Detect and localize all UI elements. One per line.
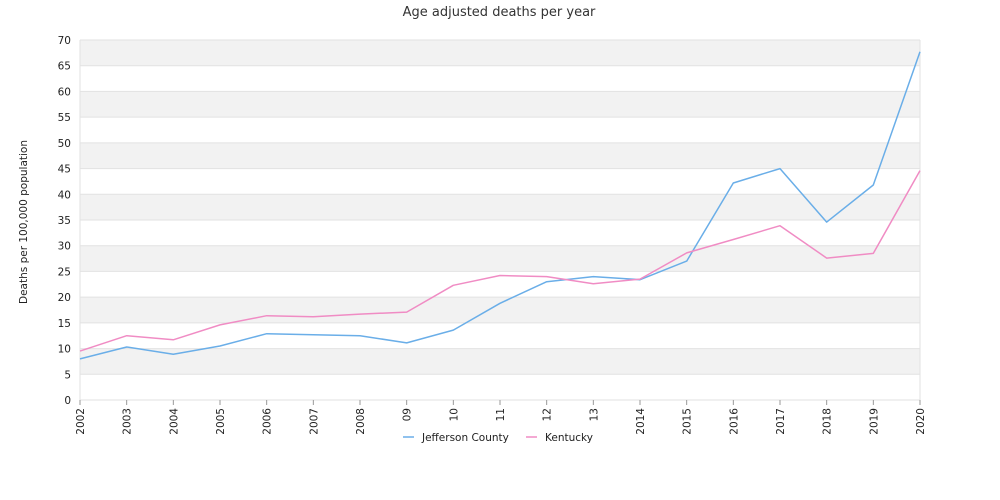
series-line-jefferson-county: [79, 51, 921, 360]
x-tick-label: 2008: [355, 408, 367, 435]
y-tick-label: 60: [58, 86, 71, 98]
x-tick-label: 2019: [868, 408, 880, 435]
y-tick-label: 40: [58, 189, 71, 201]
y-tick-label: 0: [64, 395, 71, 407]
x-tick-label: 2016: [728, 408, 740, 435]
x-tick-label: 09: [402, 408, 414, 421]
y-tick-label: 10: [58, 344, 71, 356]
series-line-kentucky: [79, 170, 921, 352]
grid-band: [80, 168, 920, 195]
grid-band: [80, 142, 920, 169]
grid-band: [80, 374, 920, 400]
x-tick-label: 2020: [915, 408, 927, 435]
x-tick-label: 2014: [635, 408, 647, 435]
y-axis-ticks: 0 5 10 15 20 25 30 35 40 45 50 55 60 65 70: [58, 35, 71, 407]
grid-band: [80, 40, 920, 66]
y-tick-label: 20: [58, 292, 71, 304]
y-tick-label: 25: [58, 266, 71, 278]
x-tick-label: 2007: [308, 408, 320, 435]
x-tick-label: 10: [448, 408, 460, 421]
x-tick-label: 11: [495, 408, 507, 421]
grid-band: [80, 117, 920, 143]
x-tick-label: 2006: [262, 408, 274, 435]
x-tick-label: 2003: [122, 408, 134, 435]
grid-band: [80, 91, 920, 118]
y-tick-label: 65: [58, 61, 71, 73]
grid-band: [80, 245, 920, 272]
chart-title: Age adjusted deaths per year: [403, 5, 596, 20]
grid-band: [80, 297, 920, 323]
grid-band: [80, 65, 920, 92]
x-axis-ticks: 2002 2003 2004 2005 2006 2007 2008 09 10 11 12 13 20…: [75, 400, 927, 435]
y-tick-label: 45: [58, 164, 71, 176]
grid-band: [80, 348, 920, 375]
y-tick-label: 30: [58, 241, 71, 253]
x-tick-label: 12: [542, 408, 554, 421]
y-tick-label: 70: [58, 35, 71, 47]
y-tick-label: 35: [58, 215, 71, 227]
x-tick-label: 2004: [168, 408, 180, 435]
legend-label: Jefferson County: [421, 432, 509, 444]
grid-band: [80, 194, 920, 220]
grid-band: [80, 322, 920, 349]
series-lines: [79, 51, 921, 360]
x-tick-label: 2015: [682, 408, 694, 435]
grid-bands: [79, 39, 921, 401]
x-tick-label: 2018: [822, 408, 834, 435]
x-tick-label: 2005: [215, 408, 227, 435]
legend: Jefferson County Kentucky: [403, 432, 593, 444]
y-tick-label: 55: [58, 112, 71, 124]
y-tick-label: 15: [58, 318, 71, 330]
legend-label: Kentucky: [545, 432, 593, 444]
x-tick-label: 13: [588, 408, 600, 421]
x-tick-label: 2017: [775, 408, 787, 435]
x-tick-label: 2002: [75, 408, 87, 435]
grid-band: [80, 220, 920, 246]
y-tick-label: 5: [64, 369, 71, 381]
y-axis-label: Deaths per 100,000 population: [18, 140, 30, 304]
y-tick-label: 50: [58, 138, 71, 150]
